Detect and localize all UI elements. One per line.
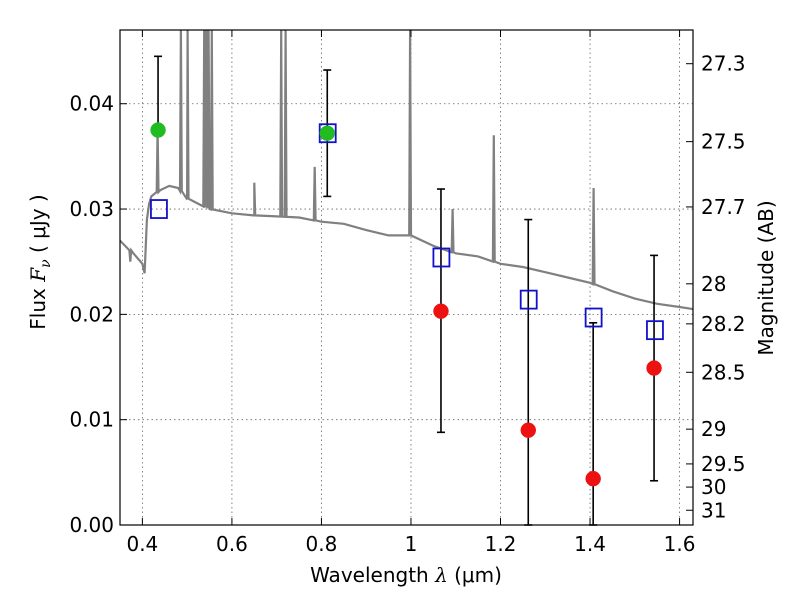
y2-tick-label: 27.3 — [701, 52, 746, 76]
y2-tick-label: 27.7 — [701, 195, 746, 219]
y-tick-label: 0.03 — [69, 197, 114, 221]
red-circle-marker — [520, 422, 537, 438]
open-square-marker — [432, 247, 451, 268]
x-axis-label: Wavelength λ (μm) — [310, 563, 502, 587]
y-tick-label: 0.01 — [69, 408, 114, 432]
open-square-marker — [150, 199, 168, 219]
y2-tick-label: 28.2 — [701, 312, 746, 336]
green-circle-marker — [319, 125, 336, 141]
x-tick-label: 1.4 — [574, 532, 606, 556]
open-square-marker — [646, 320, 664, 341]
y2-tick-label: 29 — [701, 417, 726, 441]
red-circle-marker — [646, 360, 662, 376]
x-tick-label: 0.4 — [126, 532, 158, 556]
x-tick-label: 1.2 — [485, 532, 517, 556]
red-circle-marker — [433, 303, 449, 319]
red-circle-marker — [585, 470, 601, 487]
x-tick-label: 0.8 — [306, 532, 338, 556]
x-tick-label: 1.6 — [664, 532, 696, 556]
model-spectrum-line — [120, 30, 693, 311]
y-tick-label: 0.04 — [69, 92, 114, 116]
y-tick-label: 0.02 — [69, 302, 114, 326]
marker-layer — [150, 122, 664, 487]
y2-tick-label: 28.5 — [701, 360, 746, 384]
y2-tick-label: 30 — [701, 475, 726, 499]
plot-frame — [119, 29, 694, 526]
y2-tick-label: 31 — [701, 498, 726, 522]
y-tick-label: 0.00 — [69, 513, 114, 537]
open-square-marker — [584, 307, 603, 328]
x-tick-label: 0.6 — [216, 532, 248, 556]
green-circle-marker — [150, 122, 166, 138]
y2-tick-label: 28 — [701, 272, 726, 296]
tick-layer: 0.4 0.6 0.8 1 1.2 1.4 1.6 0.00 0.01 0.02 0.03 0.04 2… — [69, 30, 746, 556]
y2-tick-label: 27.5 — [701, 130, 746, 154]
open-square-marker — [519, 289, 538, 310]
x-tick-label: 1 — [405, 532, 418, 556]
y2-axis-label: Magnitude (AB) — [754, 200, 778, 355]
y2-tick-label: 29.5 — [701, 452, 746, 476]
model-spectrum-layer — [120, 30, 693, 311]
y-axis-label: Flux Fν ( μJy ) — [26, 194, 54, 329]
errorbar-layer — [154, 55, 659, 526]
